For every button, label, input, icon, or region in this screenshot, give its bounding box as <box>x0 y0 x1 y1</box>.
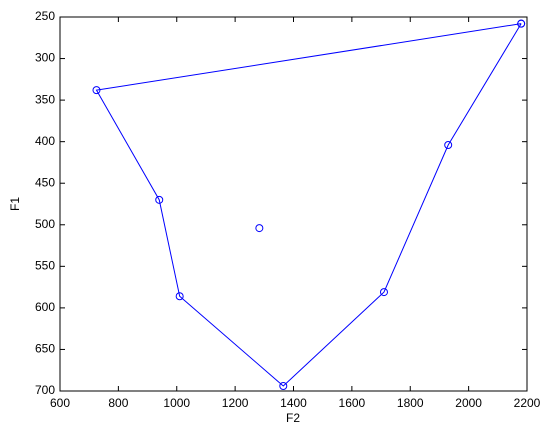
data-point <box>279 382 288 391</box>
data-point <box>155 195 164 204</box>
data-point <box>379 288 388 297</box>
y-tick-label: 300 <box>35 51 55 65</box>
y-axis-label: F1 <box>8 197 22 211</box>
x-tick-label: 1000 <box>163 396 190 410</box>
x-tick-label: 1800 <box>397 396 424 410</box>
data-point <box>92 86 101 95</box>
y-tick-label: 650 <box>35 342 55 356</box>
x-axis-label: F2 <box>286 411 300 425</box>
x-tick-label: 2200 <box>514 396 541 410</box>
data-point <box>444 140 453 149</box>
y-tick-label: 550 <box>35 259 55 273</box>
y-tick-label: 700 <box>35 383 55 397</box>
data-point <box>255 224 264 233</box>
data-point <box>175 292 184 301</box>
x-tick-label: 2000 <box>455 396 482 410</box>
x-tick-label: 800 <box>108 396 128 410</box>
data-line <box>95 23 522 387</box>
y-tick-label: 600 <box>35 300 55 314</box>
x-tick-label: 600 <box>50 396 70 410</box>
y-tick-label: 250 <box>35 9 55 23</box>
plot-area <box>59 16 528 392</box>
x-tick-label: 1400 <box>280 396 307 410</box>
y-tick-label: 450 <box>35 175 55 189</box>
y-tick-label: 500 <box>35 217 55 231</box>
x-tick-label: 1600 <box>339 396 366 410</box>
y-tick-label: 400 <box>35 134 55 148</box>
x-tick-label: 1200 <box>222 396 249 410</box>
data-point <box>517 19 526 28</box>
y-tick-label: 350 <box>35 92 55 106</box>
